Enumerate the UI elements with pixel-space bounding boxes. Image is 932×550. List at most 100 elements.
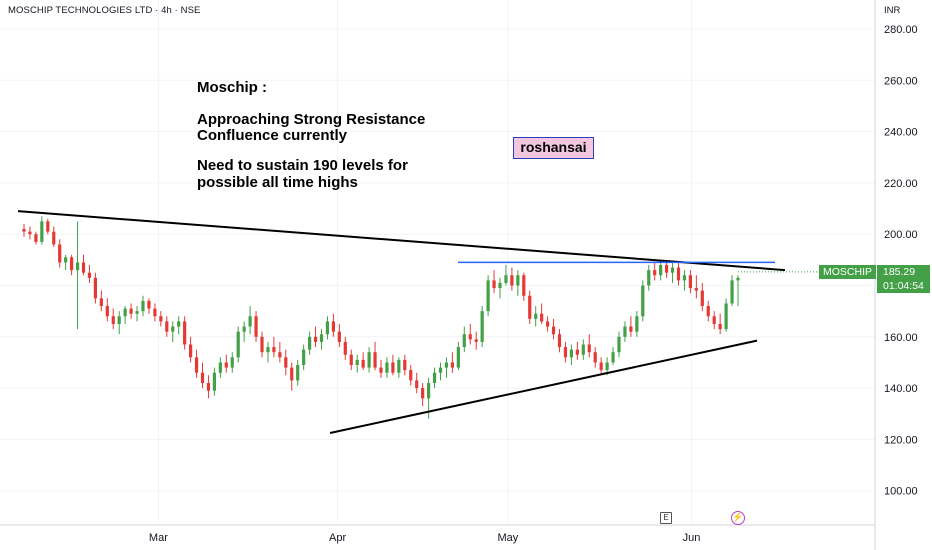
candle-body — [581, 344, 585, 355]
candle-body — [159, 316, 163, 322]
candle-body — [93, 277, 97, 299]
candle-body — [444, 362, 449, 368]
candle-body — [319, 334, 324, 342]
candle-body — [421, 388, 425, 399]
candle-body — [492, 280, 496, 289]
candle-body — [653, 270, 657, 276]
candle-body — [700, 290, 704, 307]
candle-body — [635, 316, 639, 332]
candle-body — [284, 357, 288, 368]
earnings-event-icon[interactable]: E — [660, 512, 672, 524]
candle-body — [206, 382, 211, 391]
y-tick-label: 160.00 — [884, 332, 918, 344]
candle-body — [343, 341, 347, 355]
candle-body — [730, 280, 734, 304]
y-tick-label: 200.00 — [884, 229, 918, 241]
dividend-event-icon[interactable]: ⚡ — [731, 511, 745, 525]
candle-body — [676, 267, 681, 281]
candle-body — [468, 334, 472, 340]
candle-body — [623, 326, 627, 337]
candle-body — [278, 352, 282, 358]
annotation-line-4: possible all time highs — [197, 174, 358, 191]
annotation-heading: Moschip : — [197, 79, 267, 96]
candle-body — [81, 262, 86, 273]
candle-body — [665, 264, 669, 273]
candle-body — [659, 264, 663, 276]
candle-body — [34, 234, 38, 242]
symbol-tag: MOSCHIP — [819, 265, 876, 279]
candle-body — [712, 316, 716, 324]
currency-label: INR — [884, 5, 901, 16]
candle-body — [75, 262, 80, 271]
last-price-tag: 185.29 01:04:54 — [877, 265, 930, 293]
candle-body — [694, 288, 698, 291]
y-tick-label: 260.00 — [884, 75, 918, 87]
candle-body — [391, 362, 395, 373]
candle-body — [123, 308, 127, 317]
candle-body — [218, 362, 222, 373]
candle-body — [551, 326, 556, 335]
candle-body — [230, 357, 234, 368]
candle-body — [557, 334, 562, 348]
candle-body — [194, 357, 199, 373]
candle-body — [165, 321, 169, 332]
candle-body — [415, 380, 419, 389]
candle-body — [355, 359, 359, 366]
candle-body — [516, 275, 520, 286]
candle-body — [52, 231, 56, 245]
candle-body — [296, 365, 300, 381]
candle-body — [135, 311, 139, 314]
candle-body — [147, 300, 151, 309]
candle-body — [534, 313, 538, 319]
candle-body — [432, 372, 437, 383]
candle-body — [177, 321, 181, 327]
candle-body — [272, 347, 276, 353]
candle-body — [325, 321, 330, 335]
candle-body — [212, 372, 216, 391]
candle-body — [367, 352, 371, 368]
candle-body — [290, 367, 294, 381]
candle-body — [28, 231, 32, 235]
candle-body — [510, 275, 514, 286]
candle-body — [254, 316, 258, 337]
candle-body — [260, 336, 264, 353]
candle-body — [379, 367, 383, 373]
candle-body — [373, 352, 377, 368]
candle-body — [587, 344, 591, 353]
candle-body — [706, 306, 710, 317]
candle-body — [540, 313, 544, 322]
candle-body — [242, 326, 246, 332]
chart-header-title: MOSCHIP TECHNOLOGIES LTD · 4h · NSE — [8, 5, 201, 16]
candle-body — [498, 282, 502, 289]
candle-body — [474, 339, 478, 342]
candle-body — [40, 221, 44, 242]
candle-body — [302, 349, 306, 366]
candle-body — [87, 272, 92, 278]
candle-body — [236, 331, 240, 358]
candle-body — [331, 321, 335, 332]
candle-body — [70, 257, 74, 271]
candle-body — [647, 270, 651, 286]
candle-body — [409, 370, 413, 381]
candle-body — [129, 308, 133, 314]
y-tick-label: 240.00 — [884, 127, 918, 139]
candle-body — [58, 244, 62, 263]
candle-body — [611, 352, 615, 363]
candle-body — [46, 221, 50, 232]
candle-body — [153, 308, 157, 317]
x-tick-label: May — [497, 532, 518, 544]
candle-body — [575, 349, 579, 355]
candle-body — [641, 285, 645, 317]
candle-body — [64, 257, 68, 263]
candle-body — [629, 326, 633, 332]
candle-body — [308, 336, 312, 350]
annotation-line-3: Need to sustain 190 levels for — [197, 157, 408, 174]
ascending-trendline — [329, 339, 758, 434]
candle-body — [224, 362, 228, 368]
candle-body — [99, 298, 103, 307]
candle-body — [718, 323, 722, 330]
candle-body — [546, 321, 550, 327]
annotation-line-2: Confluence currently — [197, 127, 348, 144]
candle-body — [189, 344, 193, 358]
